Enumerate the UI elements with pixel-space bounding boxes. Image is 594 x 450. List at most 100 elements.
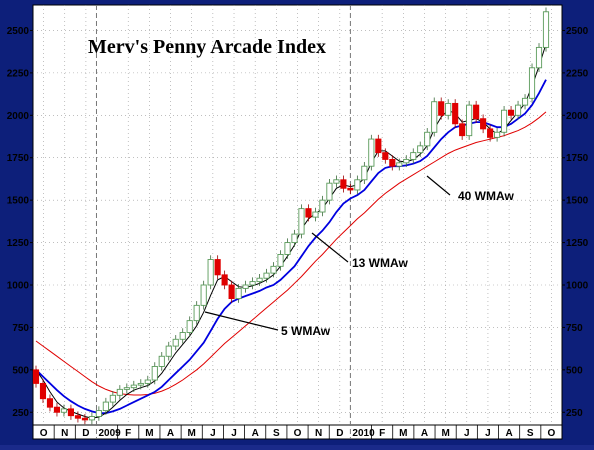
x-tick-label: F <box>379 428 385 439</box>
candle-up <box>186 320 193 333</box>
candle-down <box>480 118 487 130</box>
candle-up <box>431 101 438 133</box>
y-tick-label-left: 2250 <box>7 68 30 79</box>
x-tick-label: J <box>231 428 237 439</box>
candle-down <box>46 398 54 408</box>
grid-lines <box>30 5 565 439</box>
candle-up <box>424 131 431 147</box>
candle-up <box>277 254 284 267</box>
y-tick-label-left: 2500 <box>7 26 30 37</box>
candle-up <box>88 416 95 421</box>
candlesticks <box>32 7 550 425</box>
wma-5-line <box>35 43 547 419</box>
candle-up <box>361 165 368 181</box>
candle-down <box>382 152 389 160</box>
y-tick-label-right: 750 <box>566 323 583 334</box>
candle-up <box>368 138 375 167</box>
candle-down <box>487 128 494 138</box>
candle-up <box>207 259 214 286</box>
candle-down <box>375 138 382 154</box>
y-tick-label-right: 1500 <box>566 196 589 207</box>
candle-up <box>263 272 270 279</box>
x-tick-label: F <box>125 428 131 439</box>
candle-up <box>528 67 536 99</box>
candle-up <box>284 242 291 255</box>
candle-down <box>221 274 228 286</box>
candle-up <box>193 304 200 322</box>
x-axis: O N D 2009 F M A M J J A S O N D 2010 F M A M J J A S O <box>40 428 556 439</box>
candle-down <box>81 417 88 421</box>
candle-up <box>333 179 340 184</box>
candle-up <box>256 277 263 283</box>
candle-down <box>507 109 515 116</box>
candle-up <box>235 287 242 300</box>
candle-up <box>291 233 298 244</box>
candle-down <box>214 259 221 276</box>
y-tick-label-left: 750 <box>12 323 29 334</box>
annotation-leader-13wma <box>311 232 349 263</box>
x-tick-label: N <box>61 428 68 439</box>
y-tick-label-left: 250 <box>12 408 29 419</box>
candle-up <box>354 179 361 191</box>
x-tick-label: A <box>505 428 512 439</box>
candle-up <box>494 131 501 138</box>
y-tick-label-left: 1250 <box>7 238 30 249</box>
candle-down <box>67 408 75 417</box>
candle-up <box>417 145 424 154</box>
candle-down <box>53 406 61 413</box>
x-tick-label: M <box>441 428 449 439</box>
annotation-leader-40wma <box>426 175 451 196</box>
y-tick-label-right: 2000 <box>566 111 589 122</box>
x-tick-label: O <box>294 428 302 439</box>
candle-down <box>459 123 466 137</box>
x-tick-label: S <box>273 428 280 439</box>
candle-up <box>312 211 319 218</box>
x-tick-label: A <box>421 428 428 439</box>
x-tick-label: J <box>485 428 491 439</box>
candle-up <box>514 104 522 116</box>
candle-up <box>165 345 172 357</box>
y-tick-label-left: 1000 <box>7 281 30 292</box>
candle-up <box>60 408 68 413</box>
x-tick-label: A <box>167 428 174 439</box>
y-tick-label-right: 500 <box>566 365 583 376</box>
y-tick-label-right: 1750 <box>566 153 589 164</box>
candle-up <box>102 401 109 412</box>
x-tick-label: 2009 <box>98 428 121 439</box>
candle-up <box>445 102 452 116</box>
annotation-13wma: 13 WMAw <box>352 256 408 270</box>
candle-up <box>410 152 417 160</box>
candle-up <box>403 158 410 164</box>
x-tick-label: J <box>210 428 216 439</box>
x-tick-label: D <box>336 428 343 439</box>
y-tick-label-right: 2250 <box>566 68 589 79</box>
candle-down <box>438 101 445 116</box>
candle-down <box>39 382 47 400</box>
candle-up <box>298 208 305 235</box>
candle-up <box>466 104 473 137</box>
y-tick-label-left: 500 <box>12 365 29 376</box>
candle-up <box>200 284 207 306</box>
y-tick-label-left: 2000 <box>7 111 30 122</box>
candle-down <box>389 158 396 167</box>
y-tick-label-right: 2500 <box>566 26 589 37</box>
candle-up <box>319 199 326 213</box>
candle-up <box>542 11 550 48</box>
candle-down <box>305 208 312 218</box>
candle-up <box>249 281 256 286</box>
candle-down <box>74 415 81 419</box>
candle-down <box>452 102 459 125</box>
y-axis-left: 250 500 750 1000 1250 1500 1750 2000 2250 2500 <box>7 26 30 419</box>
x-tick-label: 2010 <box>352 428 375 439</box>
chart-title: Merv's Penny Arcade Index <box>88 36 326 58</box>
candle-up <box>123 387 130 390</box>
x-tick-label: M <box>188 428 196 439</box>
x-tick-label: N <box>315 428 322 439</box>
candle-up <box>179 332 186 340</box>
y-tick-label-left: 1500 <box>7 196 30 207</box>
x-tick-label: M <box>145 428 153 439</box>
candle-up <box>501 109 508 133</box>
candle-down <box>347 187 354 191</box>
